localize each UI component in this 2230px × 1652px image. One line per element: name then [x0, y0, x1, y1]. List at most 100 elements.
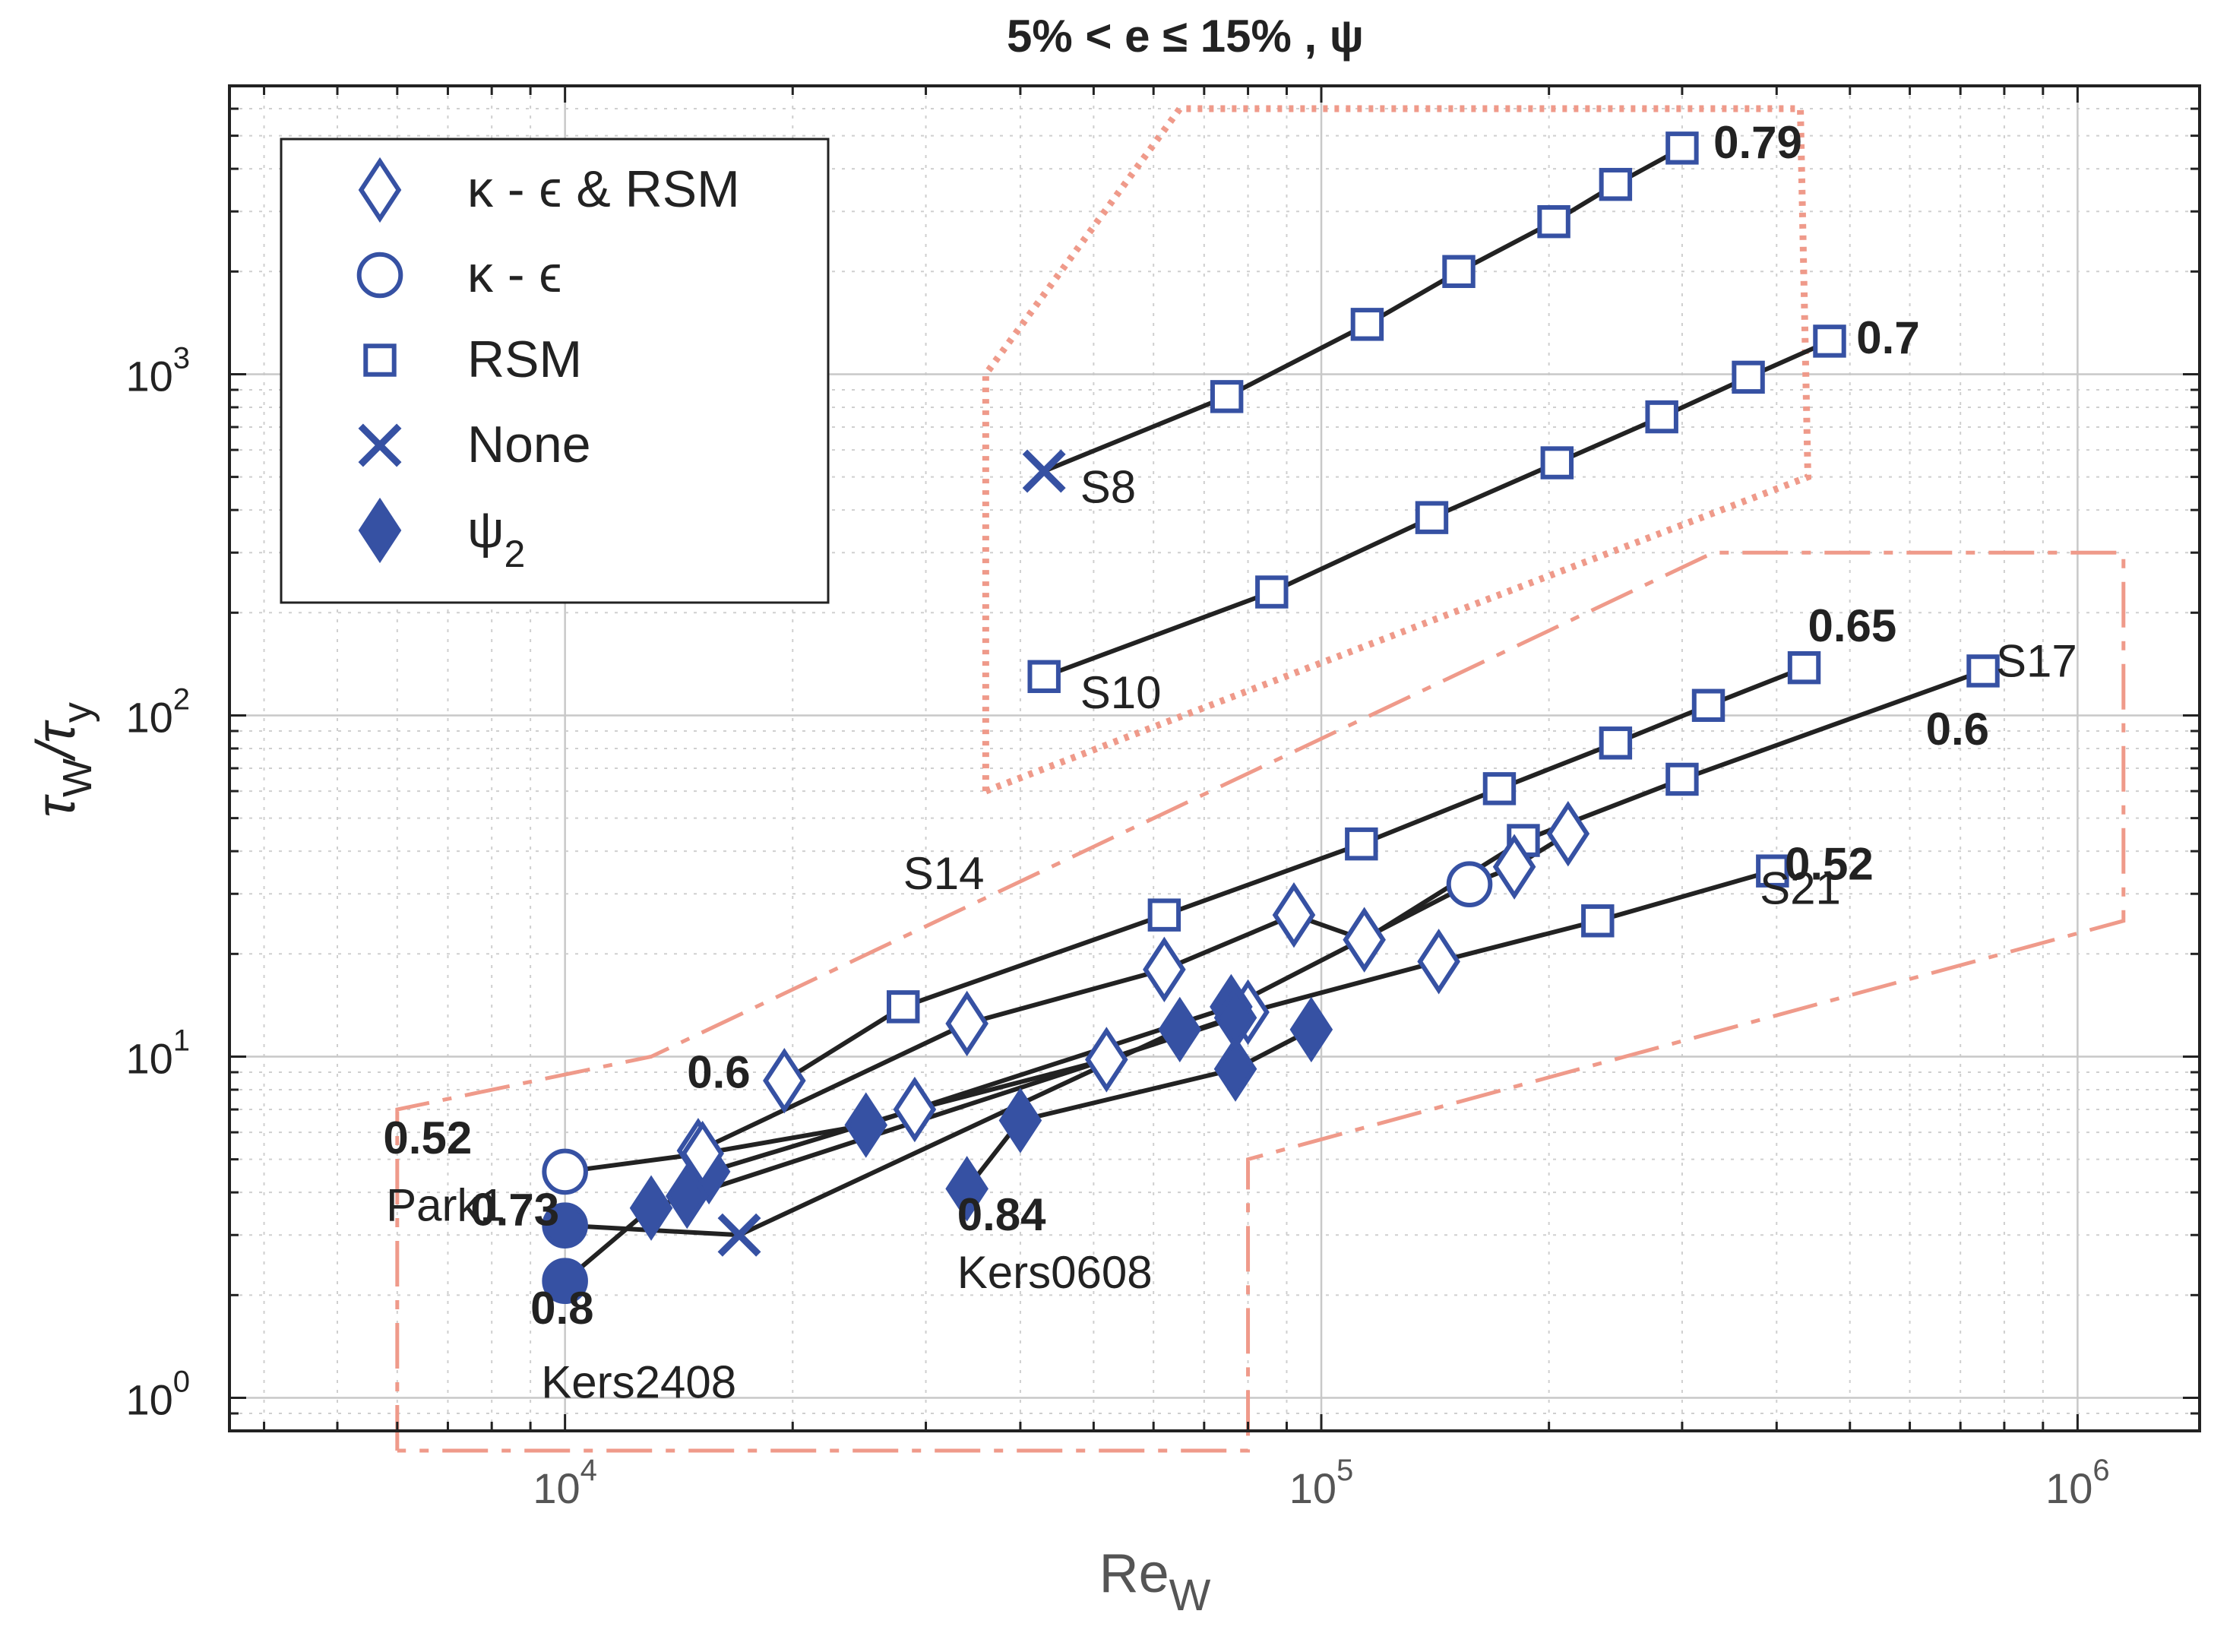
y-tick-label: 102 — [125, 682, 190, 741]
legend: κ - ϵ & RSM κ - ϵ RSM None ψ2 — [280, 138, 830, 604]
x-tick-label: 104 — [533, 1454, 597, 1512]
data-point-diamond-open — [763, 1047, 806, 1114]
region-dotted-upper — [982, 105, 1812, 795]
plot-frame — [228, 84, 2201, 1432]
legend-marker-diamond-filled — [358, 497, 402, 564]
legend-marker-cross — [358, 423, 402, 467]
slope-label: 0.6 — [687, 1047, 750, 1098]
annotations: S8 S10 S14 S17 S21 Park1 Kers0608 Kers2408 0.79 0… — [383, 117, 2077, 1407]
data-point-square-open — [1415, 501, 1449, 534]
data-point-diamond-open — [1272, 881, 1316, 948]
data-point-circle-open — [1446, 861, 1493, 907]
y-axis-label-sub2: y — [55, 702, 100, 723]
legend-items: κ - ϵ & RSM κ - ϵ RSM None ψ2 — [356, 157, 740, 575]
data-point-diamond-filled — [1158, 996, 1202, 1063]
data-point-square-open — [1350, 308, 1384, 341]
slope-label: 0.8 — [530, 1283, 593, 1334]
data-point-square-open — [887, 990, 920, 1024]
data-point-square-open — [1756, 854, 1789, 888]
case-label: Park1 — [386, 1180, 505, 1231]
series-line-kers2408 — [563, 1015, 1236, 1283]
slope-label: 0.6 — [1926, 704, 1989, 755]
data-point-diamond-open — [893, 1076, 937, 1143]
slope-label: 0.84 — [957, 1189, 1046, 1240]
legend-marker-circle-open — [356, 252, 403, 299]
data-point-square-open — [1645, 400, 1678, 434]
data-point-circle-filled — [542, 1258, 588, 1305]
x-axis-label-sub: W — [1169, 1571, 1211, 1620]
x-tick-label: 106 — [2045, 1454, 2110, 1512]
data-point-diamond-filled — [945, 1156, 988, 1222]
data-markers — [542, 131, 2000, 1305]
chart-title: 5% < e ≤ 15% , ψ — [1007, 11, 1364, 62]
slope-label: 0.73 — [470, 1185, 559, 1236]
data-point-diamond-open — [1085, 1027, 1128, 1093]
data-point-square-open — [1210, 380, 1244, 413]
series-line-s17 — [697, 669, 1985, 1153]
y-axis-label: τW/τy — [26, 702, 100, 818]
legend-marker-diamond-open — [358, 157, 402, 223]
data-point-square-open — [1147, 898, 1181, 932]
axis-ticks: 104 105 106 100 101 102 103 — [125, 84, 2200, 1512]
legend-label: RSM — [467, 331, 582, 388]
y-tick-label: 100 — [125, 1365, 190, 1423]
data-point-diamond-open — [1143, 936, 1186, 1003]
data-point-square-open — [1966, 654, 2000, 688]
x-axis-label: ReW — [1099, 1543, 1211, 1620]
data-point-square-open — [1537, 204, 1570, 239]
data-point-diamond-filled — [1213, 985, 1257, 1051]
legend-marker-square-open — [363, 343, 397, 377]
case-label: Kers2408 — [541, 1356, 736, 1407]
y-axis-label-tau: τ — [26, 794, 87, 818]
data-point-square-open — [1599, 726, 1633, 760]
slope-label: 0.79 — [1713, 117, 1802, 168]
data-point-square-open — [1691, 688, 1725, 722]
data-point-diamond-filled — [998, 1087, 1042, 1154]
y-axis-label-slash: /τ — [26, 720, 87, 762]
data-point-circle-filled — [542, 1202, 588, 1248]
data-point-cross — [717, 1213, 761, 1257]
data-point-diamond-open — [945, 990, 988, 1057]
slope-label: 0.7 — [1856, 312, 1919, 363]
data-point-square-open — [1665, 762, 1699, 796]
slope-label: 0.65 — [1808, 600, 1896, 651]
case-label: S17 — [1996, 635, 2077, 686]
y-axis-label-sub1: W — [55, 758, 100, 797]
data-point-cross — [1022, 449, 1066, 493]
data-point-square-open — [1732, 360, 1765, 394]
data-point-diamond-filled — [629, 1175, 673, 1241]
legend-label: κ - ϵ & RSM — [467, 160, 740, 218]
legend-label: None — [467, 416, 591, 473]
data-point-diamond-open — [1417, 929, 1460, 995]
data-point-diamond-open — [681, 1120, 724, 1187]
x-axis-label-main: Re — [1099, 1543, 1169, 1604]
y-tick-label: 103 — [125, 341, 190, 400]
series-line-kers0608 — [965, 1027, 1313, 1191]
data-point-diamond-open — [1492, 834, 1536, 900]
case-label: S14 — [903, 848, 985, 899]
x-tick-label: 105 — [1289, 1454, 1354, 1512]
data-point-diamond-open — [1343, 907, 1386, 973]
legend-label: ψ2 — [467, 501, 525, 575]
case-label: Kers0608 — [957, 1247, 1153, 1298]
data-point-diamond-filled — [665, 1163, 709, 1230]
data-point-square-open — [1599, 167, 1633, 201]
data-point-square-open — [1255, 575, 1289, 609]
data-point-diamond-filled — [1213, 1036, 1257, 1102]
slope-label: 0.52 — [1785, 839, 1874, 890]
data-point-square-open — [1665, 131, 1699, 165]
data-point-square-open — [1540, 446, 1574, 479]
y-tick-label: 101 — [125, 1024, 190, 1082]
data-point-square-open — [1581, 904, 1615, 938]
slope-label: 0.52 — [383, 1112, 472, 1163]
region-dashed-lower — [395, 550, 2126, 1453]
highlight-regions — [395, 105, 2126, 1453]
case-label: S10 — [1080, 667, 1162, 718]
data-point-square-open — [1813, 324, 1846, 358]
data-point-diamond-filled — [1289, 996, 1333, 1063]
case-label: S8 — [1080, 462, 1136, 513]
data-point-square-open — [1787, 650, 1821, 685]
data-point-diamond-filled — [844, 1092, 888, 1158]
legend-label: κ - ϵ — [467, 245, 561, 303]
